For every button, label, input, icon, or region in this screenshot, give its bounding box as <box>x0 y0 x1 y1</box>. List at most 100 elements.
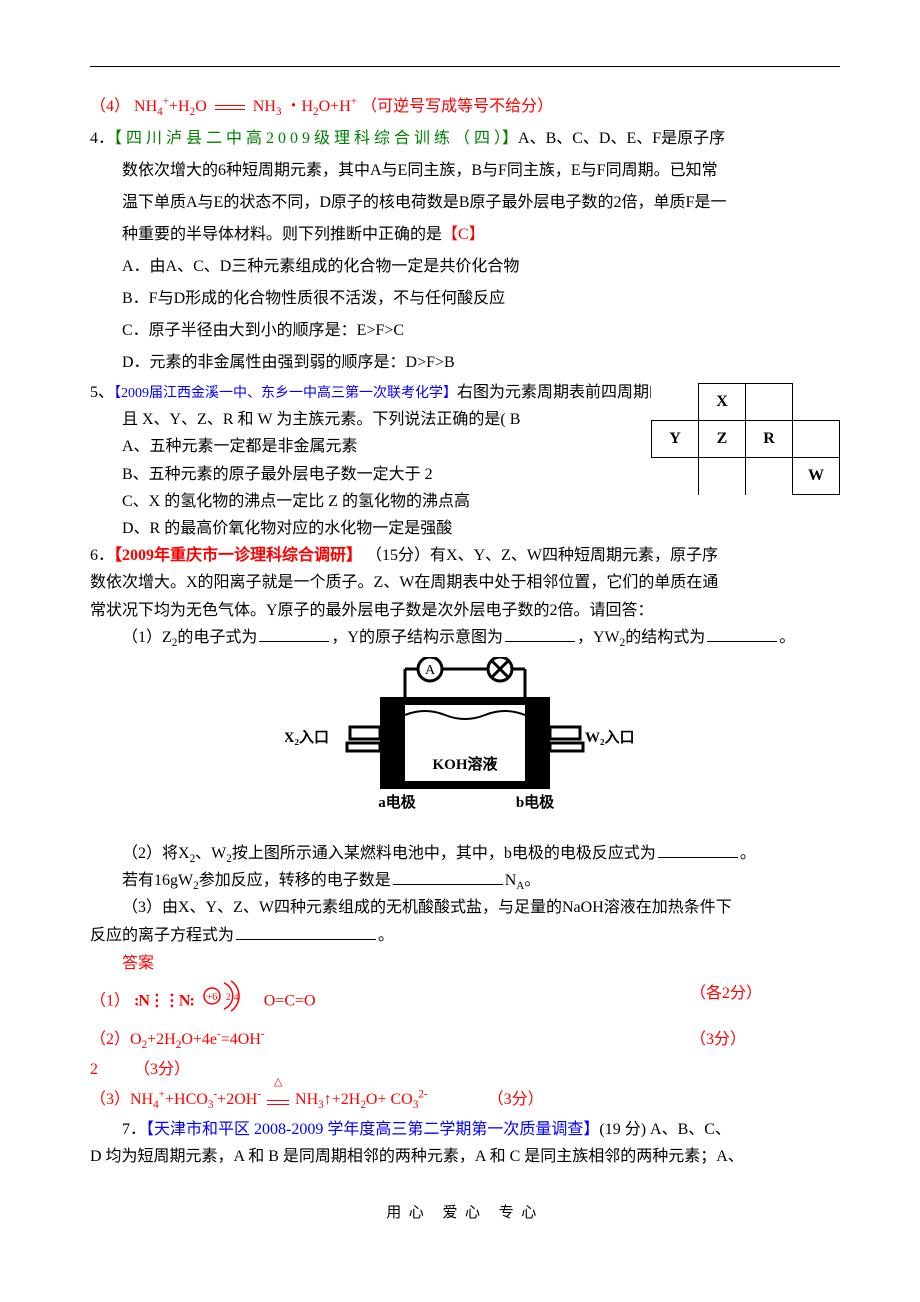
right-electrode-label: b电极 <box>516 793 555 811</box>
mid: 参加反应，转移的电子数是 <box>199 872 391 889</box>
cell-r: R <box>746 421 793 458</box>
dot: ・H <box>281 98 313 115</box>
end: ，YW <box>577 629 620 646</box>
q4-stem-line3: 温下单质A与E的状态不同，D原子的核电荷数是B原子最外层电子数的2倍，单质F是一 <box>90 187 840 219</box>
q5-option-d: D、R 的最高价氧化物对应的水化物一定是强酸 <box>90 515 840 542</box>
period: 。 <box>524 872 540 889</box>
rest: O+H <box>319 98 351 115</box>
q5-option-b: B、五种元素的原子最外层电子数一定大于 2 <box>90 461 600 488</box>
blank <box>259 626 329 641</box>
delta: △ <box>274 1072 282 1093</box>
q7-num: 7． <box>122 1121 146 1138</box>
mid: ，Y的原子结构示意图为 <box>331 629 503 646</box>
q4-source: 【 四 川 泸 县 二 中 高 2 0 0 9 级 理 科 综 合 训 练 （ … <box>114 130 518 147</box>
sup: 2- <box>418 1089 427 1101</box>
q5-stem2: 且 X、Y、Z、R 和 W 为主族元素。下列说法正确的是( B <box>90 406 600 433</box>
label: （2）O <box>90 1031 142 1048</box>
val: 2 <box>90 1061 98 1078</box>
arrow: ↑+2H <box>324 1091 361 1108</box>
svg-text:2: 2 <box>226 992 231 1002</box>
blank <box>393 870 503 885</box>
sup: - <box>261 1028 265 1040</box>
pre: 若有16gW <box>122 872 193 889</box>
q4-answer-tag: 【C】 <box>442 226 485 243</box>
blank <box>707 626 777 641</box>
label: （1）Z <box>122 629 172 646</box>
answer-line-4: （4） NH4++H2O NH3 ・H2O+H+ （可逆号写成等号不给分） <box>90 91 840 123</box>
q6-source: 【2009年重庆市一诊理科综合调研】 <box>114 547 362 564</box>
right-inlet-label: W₂入口 <box>585 729 635 746</box>
blank <box>236 924 376 939</box>
q4-option-d: D．元素的非金属性由强到弱的顺序是：D>F>B <box>90 347 840 379</box>
answer-1-score: （各2分） <box>690 979 840 1024</box>
q4-stem-line4: 种重要的半导体材料。则下列推断中正确的是【C】 <box>90 219 840 251</box>
sup: - <box>257 1089 261 1101</box>
cell-w: W <box>793 458 840 495</box>
q6-stem3: 常状况下均为无色气体。Y原子的最外层电子数是次外层电子数的2倍。请回答： <box>90 597 840 624</box>
answer-3-row: （3）NH4++HCO3-+2OH- △ NH3↑+2H2O+ CO32- （3… <box>90 1085 840 1116</box>
q6-stem1: 有X、Y、Z、W四种短周期元素，原子序 <box>430 547 718 564</box>
q5-num: 5、 <box>90 384 114 401</box>
q7-line1: 7．【天津市和平区 2008-2009 学年度高三第二学期第一次质量调查】(19… <box>90 1116 840 1143</box>
svg-text:+6: +6 <box>206 992 217 1003</box>
mid2: O+4e <box>181 1031 217 1048</box>
q6-sub1: （1）Z2的电子式为，Y的原子结构示意图为，YW2的结构式为。 <box>90 624 840 651</box>
sub: 3 <box>208 1100 214 1112</box>
answer-1-row: （1） :N⋮⋮N: +6 2 4 O=C=O <box>90 979 840 1024</box>
sub: 4 <box>153 1100 159 1112</box>
q4-option-c: C．原子半径由大到小的顺序是：E>F>C <box>90 315 840 347</box>
atom-structure-icon: +6 2 4 <box>198 979 244 1024</box>
q6-stem2: 数依次增大。X的阳离子就是一个质子。Z、W在周期表中处于相邻位置，它们的单质在通 <box>90 569 840 596</box>
mid: 、W <box>195 845 226 862</box>
q7-block: 7．【天津市和平区 2008-2009 学年度高三第二学期第一次质量调查】(19… <box>90 1116 840 1170</box>
q5-block: X YZR W 5、【2009届江西金溪一中、东乡一中高三第一次联考化学】右图为… <box>90 379 840 542</box>
q6-line1: 6．【2009年重庆市一诊理科综合调研】 （15分）有X、Y、Z、W四种短周期元… <box>90 542 840 569</box>
q5-periodic-table-fragment: X YZR W <box>651 383 840 495</box>
sub: 3 <box>413 1100 419 1112</box>
rest: O <box>195 98 207 115</box>
q5-option-c: C、X 的氢化物的沸点一定比 Z 的氢化物的沸点高 <box>90 488 600 515</box>
lewis-nn: :N⋮⋮N: <box>134 993 194 1010</box>
label: 反应的离子方程式为 <box>90 927 234 944</box>
q7-stem1: A、B、C、 <box>650 1121 731 1138</box>
blank <box>658 843 738 858</box>
note: （可逆号写成等号不给分） <box>361 98 553 115</box>
rhs1: NH <box>253 98 276 115</box>
answer-2-row: （2）O2+2H2O+4e-=4OH- （3分） <box>90 1025 840 1055</box>
q5-option-a: A、五种元素一定都是非金属元素 <box>90 433 600 460</box>
q6-sub3a: （3）由X、Y、Z、W四种元素组成的无机酸酸式盐，与足量的NaOH溶液在加热条件… <box>90 894 840 921</box>
q5-source: 【2009届江西金溪一中、东乡一中高三第一次联考化学】 <box>114 386 457 401</box>
q6-answers: 答案 （1） :N⋮⋮N: +6 2 4 <box>90 949 840 1116</box>
answer-2-score: （3分） <box>690 1025 840 1055</box>
answer-1-content: （1） :N⋮⋮N: +6 2 4 O=C=O <box>90 979 690 1024</box>
label: （1） <box>90 993 130 1010</box>
sub: 4 <box>157 106 163 118</box>
q4-stem-line2: 数依次增大的6种短周期元素，其中A与E同主族，B与F同主族，E与F同周期。已知常 <box>90 155 840 187</box>
sup: + <box>351 96 357 108</box>
mid4: O+ CO <box>366 1091 413 1108</box>
q7-source: 【天津市和平区 2008-2009 学年度高三第二学期第一次质量调查】 <box>146 1121 599 1138</box>
q7-stem2: D 均为短周期元素，A 和 B 是同周期相邻的两种元素，A 和 C 是同主族相邻… <box>90 1143 840 1170</box>
cell-x: X <box>699 384 746 421</box>
answer-2-content: （2）O2+2H2O+4e-=4OH- <box>90 1025 690 1055</box>
mid1: +HCO <box>165 1091 208 1108</box>
q4-stem1: A、B、C、D、E、F是原子序 <box>518 130 725 147</box>
label: （3）NH <box>90 1091 153 1108</box>
formula-lhs: NH <box>134 98 157 115</box>
mid: +2H <box>147 1031 176 1048</box>
q6-points: （15分） <box>366 547 430 564</box>
rest: 的电子式为 <box>177 629 257 646</box>
end: N <box>505 872 517 889</box>
page: （4） NH4++H2O NH3 ・H2O+H+ （可逆号写成等号不给分） 4．… <box>0 0 920 1268</box>
q4-stem4: 种重要的半导体材料。则下列推断中正确的是 <box>122 226 442 243</box>
q6-sub2a: （2）将X2、W2按上图所示通入某燃料电池中，其中，b电极的电极反应式为。 <box>90 840 840 867</box>
mid3: NH <box>295 1091 318 1108</box>
label: （2）将X <box>122 845 190 862</box>
mid2: +2OH <box>217 1091 257 1108</box>
q4-option-a: A．由A、C、D三种元素组成的化合物一定是共价化合物 <box>90 251 840 283</box>
left-electrode-label: a电极 <box>378 793 417 811</box>
answer-heading: 答案 <box>90 949 840 979</box>
last: 的结构式为 <box>625 629 705 646</box>
cell-y: Y <box>652 421 699 458</box>
fuel-cell-diagram: A X₂入口 W₂入口 KOH溶液 a电极 <box>285 657 645 836</box>
